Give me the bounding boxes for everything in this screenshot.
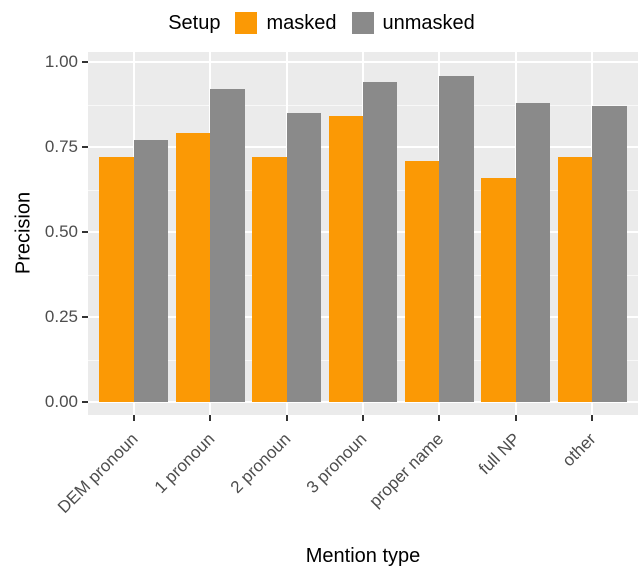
bar-unmasked-other	[592, 106, 627, 402]
x-tick-label: full NP	[474, 429, 524, 479]
x-tick	[514, 415, 517, 421]
x-tick-label: other	[559, 429, 600, 471]
bar-masked-2-pronoun	[252, 157, 287, 402]
x-tick-label: 3 pronoun	[303, 429, 371, 497]
y-tick-label: 1.00	[44, 52, 78, 71]
y-tick	[82, 401, 88, 403]
y-tick	[82, 316, 88, 318]
x-tick	[438, 415, 441, 421]
bar-unmasked-proper-name	[439, 75, 474, 402]
y-tick	[82, 146, 88, 148]
y-tick-label: 0.00	[44, 392, 78, 411]
x-tick	[132, 415, 135, 421]
bar-masked-other	[557, 157, 593, 402]
legend-swatch-masked	[235, 12, 258, 34]
x-tick	[362, 415, 364, 421]
y-tick-label: 0.50	[44, 222, 78, 241]
legend-label-unmasked: unmasked	[382, 11, 475, 34]
legend-item-masked: masked	[235, 11, 337, 35]
bar-unmasked-1-pronoun	[210, 89, 245, 402]
bar-masked-full-np	[481, 177, 516, 402]
bar-masked-3-pronoun	[328, 116, 363, 402]
x-tick-label: proper name	[365, 429, 448, 511]
y-tick-label: 0.25	[44, 307, 78, 326]
legend: Setup masked unmasked	[0, 9, 643, 37]
x-axis-title: Mention type	[305, 545, 421, 567]
legend-swatch-unmasked	[351, 12, 374, 34]
bar-masked-proper-name	[405, 160, 440, 402]
legend-title: Setup	[168, 11, 221, 34]
bar-masked-1-pronoun	[175, 133, 211, 402]
bar-unmasked-2-pronoun	[286, 113, 321, 402]
y-axis-title: Precision	[12, 191, 35, 275]
x-tick-label: DEM pronoun	[54, 429, 142, 517]
bar-masked-dem-pronoun	[99, 157, 134, 402]
bar-unmasked-dem-pronoun	[133, 140, 169, 402]
y-tick-label: 0.75	[44, 137, 78, 156]
y-tick	[82, 61, 88, 63]
x-tick-label: 1 pronoun	[150, 429, 218, 497]
x-tick	[591, 415, 594, 421]
bar-unmasked-full-np	[515, 102, 551, 402]
x-tick	[285, 415, 288, 421]
legend-label-masked: masked	[266, 11, 337, 34]
x-tick-label: 2 pronoun	[226, 429, 295, 497]
bar-unmasked-3-pronoun	[363, 82, 398, 402]
x-tick	[209, 415, 212, 421]
y-tick	[82, 231, 88, 233]
legend-item-unmasked: unmasked	[351, 11, 475, 35]
plot-panel	[88, 52, 638, 415]
